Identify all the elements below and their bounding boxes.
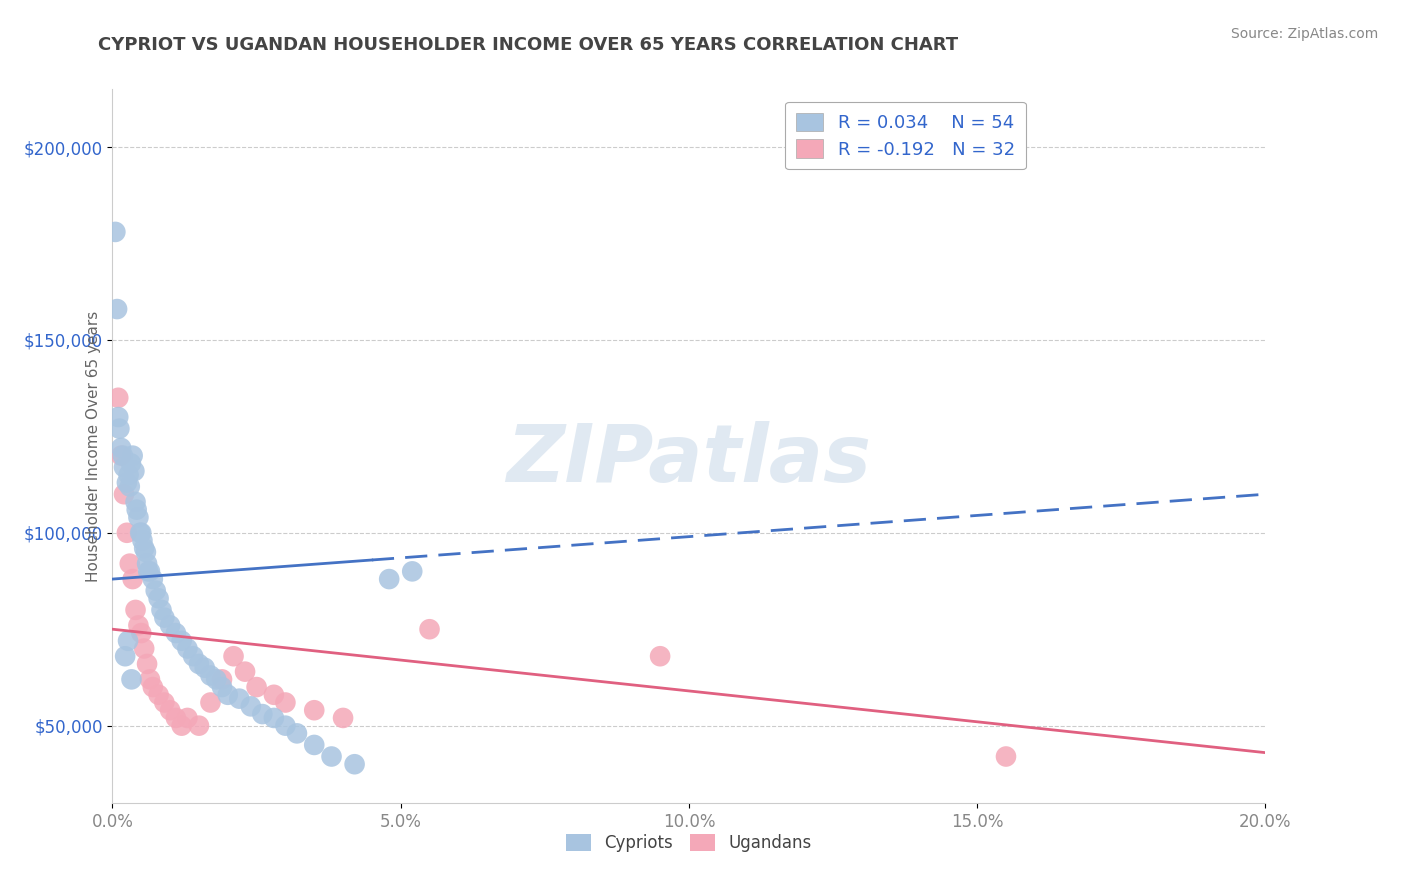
Point	[200, 668, 222, 682]
Point	[117, 633, 139, 648]
Point	[110, 449, 132, 463]
Point	[131, 533, 153, 548]
Point	[107, 410, 129, 425]
Point	[165, 626, 187, 640]
Point	[118, 557, 141, 571]
Point	[142, 572, 165, 586]
Point	[304, 703, 326, 717]
Point	[176, 711, 198, 725]
Point	[181, 649, 204, 664]
Point	[211, 680, 233, 694]
Point	[321, 749, 343, 764]
Point	[170, 633, 193, 648]
Point	[108, 422, 131, 436]
Point	[104, 225, 127, 239]
Point	[107, 391, 129, 405]
Legend: Cypriots, Ugandans: Cypriots, Ugandans	[560, 827, 818, 859]
Point	[274, 696, 297, 710]
Point	[139, 673, 162, 687]
Point	[650, 649, 672, 664]
Point	[148, 688, 170, 702]
Text: Source: ZipAtlas.com: Source: ZipAtlas.com	[1230, 27, 1378, 41]
Point	[188, 657, 211, 671]
Point	[274, 719, 297, 733]
Point	[150, 603, 173, 617]
Point	[188, 719, 211, 733]
Y-axis label: Householder Income Over 65 years: Householder Income Over 65 years	[86, 310, 101, 582]
Point	[124, 495, 146, 509]
Point	[129, 525, 152, 540]
Point	[194, 661, 217, 675]
Point	[112, 487, 135, 501]
Point	[153, 696, 176, 710]
Point	[129, 525, 153, 540]
Point	[263, 711, 285, 725]
Point	[252, 707, 274, 722]
Point	[115, 525, 138, 540]
Point	[129, 626, 153, 640]
Point	[378, 572, 401, 586]
Point	[127, 510, 149, 524]
Point	[139, 565, 162, 579]
Point	[304, 738, 326, 752]
Point	[134, 541, 156, 556]
Point	[112, 460, 135, 475]
Point	[401, 565, 423, 579]
Point	[263, 688, 285, 702]
Point	[995, 749, 1018, 764]
Point	[121, 673, 143, 687]
Point	[120, 456, 142, 470]
Point	[205, 673, 228, 687]
Point	[285, 726, 308, 740]
Point	[111, 449, 134, 463]
Point	[419, 622, 441, 636]
Point	[142, 680, 165, 694]
Point	[136, 565, 159, 579]
Point	[200, 696, 222, 710]
Point	[217, 688, 239, 702]
Point	[159, 703, 181, 717]
Point	[159, 618, 181, 632]
Point	[148, 591, 170, 606]
Point	[170, 719, 193, 733]
Point	[125, 502, 148, 516]
Point	[118, 479, 141, 493]
Point	[136, 657, 159, 671]
Point	[110, 441, 132, 455]
Point	[115, 475, 138, 490]
Point	[343, 757, 366, 772]
Point	[332, 711, 354, 725]
Point	[134, 641, 156, 656]
Point	[105, 301, 128, 316]
Point	[121, 449, 143, 463]
Point	[233, 665, 256, 679]
Point	[124, 603, 146, 617]
Point	[135, 545, 157, 559]
Point	[124, 464, 146, 478]
Point	[121, 572, 143, 586]
Point	[239, 699, 262, 714]
Point	[153, 610, 176, 624]
Point	[145, 583, 167, 598]
Point	[165, 711, 187, 725]
Point	[136, 557, 159, 571]
Point	[246, 680, 269, 694]
Point	[127, 618, 149, 632]
Point	[176, 641, 198, 656]
Point	[211, 673, 233, 687]
Point	[222, 649, 245, 664]
Point	[114, 649, 136, 664]
Text: CYPRIOT VS UGANDAN HOUSEHOLDER INCOME OVER 65 YEARS CORRELATION CHART: CYPRIOT VS UGANDAN HOUSEHOLDER INCOME OV…	[98, 36, 959, 54]
Point	[117, 467, 139, 482]
Point	[228, 691, 250, 706]
Text: ZIPatlas: ZIPatlas	[506, 421, 872, 500]
